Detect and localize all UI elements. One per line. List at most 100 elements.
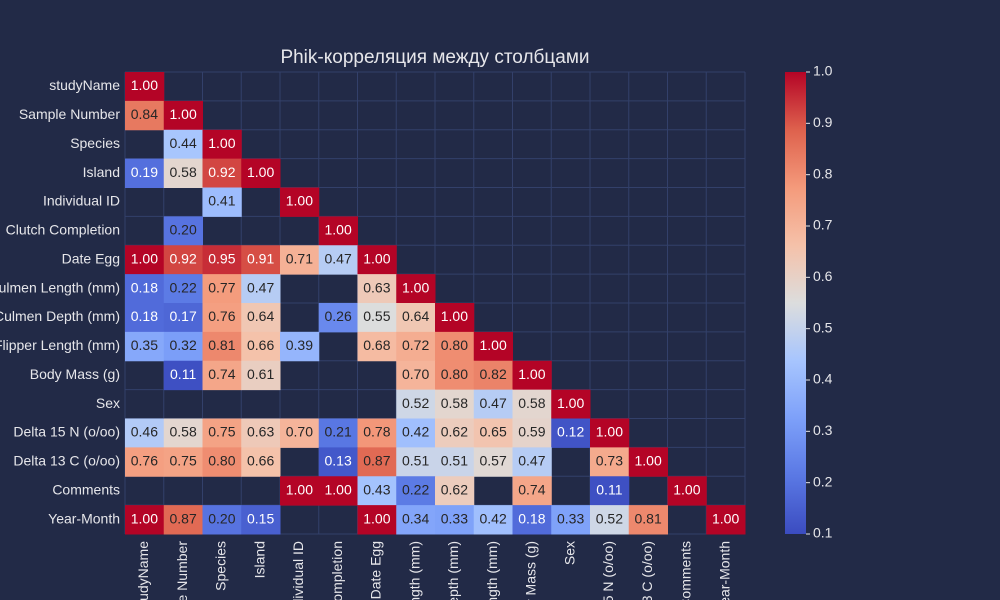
heatmap-cell — [241, 360, 281, 391]
heatmap-cell — [163, 360, 203, 391]
y-tick-label: Body Mass (g) — [30, 366, 120, 382]
cell-label: 0.33 — [441, 510, 468, 526]
colorbar — [785, 72, 806, 534]
y-tick-label: Species — [70, 135, 120, 151]
y-tick-label: studyName — [49, 77, 120, 93]
cell-label: 0.81 — [208, 337, 235, 353]
cell-label: 0.34 — [402, 510, 429, 526]
heatmap-cell — [241, 331, 281, 362]
heatmap-cell — [357, 447, 397, 477]
heatmap-cell — [357, 303, 397, 333]
cell-label: 1.00 — [712, 510, 739, 526]
cell-label: 1.00 — [402, 279, 429, 295]
cell-label: 0.68 — [363, 337, 390, 353]
cell-label: 0.65 — [480, 424, 507, 440]
heatmap-cell — [280, 476, 320, 506]
cell-label: 0.72 — [402, 337, 429, 353]
heatmap-cell — [202, 360, 242, 391]
cell-label: 0.77 — [208, 279, 235, 295]
colorbar-tick-label: 0.2 — [813, 473, 833, 489]
heatmap-cell — [125, 505, 165, 535]
heatmap-cell — [628, 447, 668, 477]
y-tick-label: Clutch Completion — [6, 222, 120, 238]
y-tick-label: Comments — [52, 481, 120, 497]
cell-label: 0.39 — [286, 337, 313, 353]
heatmap-cell — [125, 418, 165, 448]
cell-label: 1.00 — [673, 481, 700, 497]
cell-label: 0.64 — [402, 308, 429, 324]
heatmap-cell — [628, 505, 668, 535]
cell-label: 0.42 — [402, 424, 429, 440]
cell-label: 1.00 — [557, 395, 584, 411]
heatmap-cell — [551, 389, 591, 419]
y-tick-label: Year-Month — [48, 510, 120, 526]
cell-label: 0.35 — [131, 337, 158, 353]
heatmap-cell — [357, 274, 397, 304]
heatmap-cell — [280, 245, 320, 275]
heatmap-cell — [318, 245, 358, 275]
x-tick-label: Sample Number — [174, 541, 190, 600]
cell-label: 1.00 — [325, 481, 352, 497]
cell-label: 0.58 — [518, 395, 545, 411]
heatmap-cell — [125, 158, 165, 188]
heatmap-cell — [590, 505, 630, 535]
heatmap-cell — [590, 418, 630, 448]
cell-label: 0.59 — [518, 424, 545, 440]
heatmap-cell — [396, 360, 436, 391]
heatmap-cell — [163, 129, 203, 160]
y-tick-label: Island — [83, 164, 120, 180]
cell-label: 0.92 — [208, 164, 235, 180]
cell-label: 0.75 — [208, 424, 235, 440]
cell-label: 0.51 — [441, 453, 468, 469]
cell-label: 0.80 — [441, 366, 468, 382]
heatmap-cell — [396, 389, 436, 419]
cell-label: 1.00 — [208, 135, 235, 151]
cell-label: 0.47 — [518, 453, 545, 469]
cell-label: 1.00 — [131, 510, 158, 526]
x-tick-label: Body Mass (g) — [523, 541, 539, 600]
heatmap-cell — [435, 331, 475, 362]
heatmap-cell — [280, 331, 320, 362]
heatmap-cell — [163, 216, 203, 246]
heatmap-cell — [357, 418, 397, 448]
heatmap-cell — [163, 303, 203, 333]
x-tick-label: studyName — [135, 541, 151, 600]
cell-label: 0.43 — [363, 481, 390, 497]
heatmap-cell — [125, 245, 165, 275]
heatmap-cell — [241, 158, 281, 188]
colorbar-tick-label: 0.1 — [813, 525, 833, 541]
heatmap-cell — [357, 331, 397, 362]
cell-label: 0.58 — [441, 395, 468, 411]
cell-label: 0.80 — [208, 453, 235, 469]
heatmap-cell — [396, 303, 436, 333]
cell-label: 1.00 — [131, 77, 158, 93]
x-tick-label: Clutch Completion — [329, 541, 345, 600]
x-tick-label: Date Egg — [368, 541, 384, 599]
cell-label: 0.78 — [363, 424, 390, 440]
cell-label: 0.95 — [208, 250, 235, 266]
cell-label: 0.62 — [441, 481, 468, 497]
heatmap-cell — [435, 303, 475, 333]
cell-label: 0.74 — [518, 481, 545, 497]
cell-label: 0.52 — [596, 510, 623, 526]
heatmap-cell — [125, 331, 165, 362]
cell-label: 1.00 — [480, 337, 507, 353]
y-tick-label: Delta 15 N (o/oo) — [13, 424, 120, 440]
cell-label: 0.75 — [170, 453, 197, 469]
cell-label: 1.00 — [286, 193, 313, 209]
heatmap-cell — [357, 476, 397, 506]
heatmap-cell — [241, 418, 281, 448]
cell-label: 1.00 — [325, 222, 352, 238]
heatmap-cell — [125, 447, 165, 477]
heatmap-cell — [318, 303, 358, 333]
heatmap-cell — [512, 505, 552, 535]
heatmap-cell — [318, 476, 358, 506]
heatmap-cell — [241, 303, 281, 333]
cell-label: 0.47 — [325, 250, 352, 266]
heatmap-cell — [473, 389, 513, 419]
heatmap-cell — [512, 447, 552, 477]
heatmap-cell — [163, 447, 203, 477]
colorbar-tick-label: 0.8 — [813, 165, 833, 181]
heatmap-cell — [318, 418, 358, 448]
